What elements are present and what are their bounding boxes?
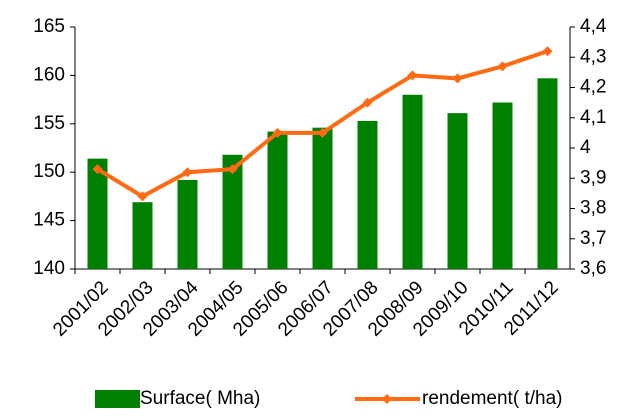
y2-tick-label: 3,7 [580, 228, 606, 249]
y2-tick-label: 4,2 [580, 77, 606, 98]
y-tick-label: 160 [33, 64, 65, 85]
line-marker [227, 164, 238, 175]
line-marker [362, 97, 373, 108]
y-tick-label: 150 [33, 161, 65, 182]
bar [447, 113, 468, 269]
y2-tick-label: 3,9 [580, 167, 606, 188]
line-marker [407, 70, 418, 81]
y-tick-label: 140 [33, 258, 65, 279]
line-marker [92, 164, 103, 175]
y-tick-label: 155 [33, 113, 65, 134]
legend-label: rendement( t/ha) [422, 388, 562, 409]
bar [267, 131, 288, 269]
bar [312, 127, 333, 269]
bar [87, 158, 108, 269]
line-marker [542, 46, 553, 57]
y2-tick-label: 3,8 [580, 198, 606, 219]
y-tick-label: 145 [33, 210, 65, 231]
bar [402, 94, 423, 269]
line-marker [272, 127, 283, 138]
bar [177, 179, 198, 269]
line-marker [452, 73, 463, 84]
line-marker [182, 167, 193, 178]
y2-tick-label: 4 [580, 137, 591, 158]
bar [132, 202, 153, 269]
y2-tick-label: 4,3 [580, 46, 606, 67]
legend-label: Surface( Mha) [140, 388, 260, 409]
y2-tick-label: 4,1 [580, 107, 606, 128]
line-marker [317, 127, 328, 138]
bar [492, 102, 513, 269]
bar [537, 78, 558, 269]
legend-marker [382, 394, 392, 404]
y2-tick-label: 3,6 [580, 258, 606, 279]
legend-swatch [95, 390, 140, 408]
line-marker [137, 191, 148, 202]
y-tick-label: 165 [33, 16, 65, 37]
bar [357, 120, 378, 269]
y2-tick-label: 4,4 [580, 16, 607, 37]
bar [222, 154, 243, 269]
line-marker [497, 61, 508, 72]
